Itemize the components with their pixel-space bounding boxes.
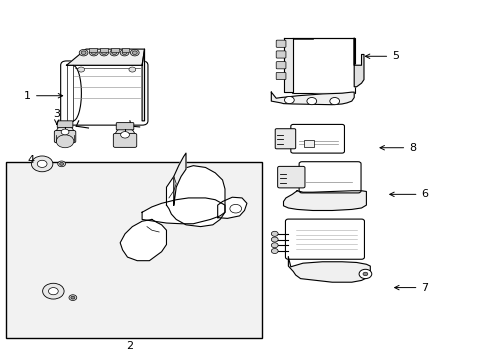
Circle shape (71, 296, 75, 299)
FancyBboxPatch shape (290, 125, 344, 153)
Circle shape (56, 135, 74, 148)
FancyBboxPatch shape (116, 123, 134, 130)
Circle shape (78, 67, 84, 72)
Circle shape (60, 162, 63, 165)
Circle shape (358, 269, 371, 279)
FancyBboxPatch shape (277, 166, 305, 188)
FancyBboxPatch shape (276, 51, 285, 58)
Circle shape (306, 98, 316, 105)
Circle shape (69, 295, 77, 301)
Circle shape (79, 49, 88, 56)
FancyBboxPatch shape (299, 162, 360, 193)
Text: 5: 5 (365, 51, 398, 61)
Circle shape (284, 96, 294, 104)
FancyBboxPatch shape (89, 48, 97, 52)
FancyBboxPatch shape (276, 72, 285, 80)
FancyBboxPatch shape (113, 134, 137, 147)
FancyBboxPatch shape (100, 48, 108, 52)
Text: 7: 7 (394, 283, 427, 293)
Text: 2: 2 (126, 341, 133, 351)
Circle shape (42, 283, 64, 299)
Circle shape (102, 51, 106, 54)
Polygon shape (283, 191, 366, 211)
FancyBboxPatch shape (57, 121, 73, 128)
FancyBboxPatch shape (276, 40, 285, 47)
FancyBboxPatch shape (303, 140, 314, 147)
FancyBboxPatch shape (292, 38, 354, 93)
Circle shape (132, 51, 137, 54)
Circle shape (362, 272, 367, 276)
Circle shape (58, 161, 65, 167)
Bar (5, 162, 261, 338)
Circle shape (271, 231, 278, 236)
Circle shape (130, 49, 139, 56)
Circle shape (110, 49, 119, 56)
Polygon shape (271, 92, 353, 105)
Circle shape (37, 160, 47, 167)
Text: 1: 1 (24, 91, 62, 101)
Circle shape (81, 51, 86, 54)
Text: 4: 4 (27, 155, 35, 165)
Circle shape (115, 128, 135, 142)
Circle shape (271, 248, 278, 253)
Polygon shape (142, 49, 144, 121)
Text: 6: 6 (389, 189, 427, 199)
Circle shape (48, 288, 58, 295)
Circle shape (61, 129, 69, 135)
Circle shape (329, 98, 339, 105)
Polygon shape (288, 257, 369, 282)
Polygon shape (142, 198, 224, 224)
Polygon shape (353, 39, 363, 87)
FancyBboxPatch shape (285, 219, 364, 259)
Polygon shape (217, 197, 246, 219)
Circle shape (229, 204, 241, 213)
Circle shape (129, 67, 136, 72)
Circle shape (120, 49, 129, 56)
Circle shape (121, 132, 129, 138)
FancyBboxPatch shape (111, 48, 119, 52)
FancyBboxPatch shape (275, 129, 295, 149)
Circle shape (56, 126, 74, 138)
Circle shape (112, 51, 117, 54)
Circle shape (31, 156, 53, 172)
FancyBboxPatch shape (276, 62, 285, 69)
Circle shape (100, 49, 108, 56)
Polygon shape (166, 166, 224, 226)
Circle shape (122, 51, 127, 54)
Circle shape (89, 49, 98, 56)
Circle shape (271, 237, 278, 242)
Text: 8: 8 (379, 143, 415, 153)
Polygon shape (66, 49, 144, 65)
Polygon shape (120, 220, 166, 261)
Text: 3: 3 (53, 109, 60, 125)
FancyBboxPatch shape (61, 61, 148, 125)
FancyBboxPatch shape (122, 48, 129, 52)
Circle shape (91, 51, 96, 54)
Circle shape (271, 243, 278, 248)
Polygon shape (283, 39, 293, 92)
FancyBboxPatch shape (54, 131, 76, 143)
Polygon shape (66, 65, 73, 121)
Polygon shape (173, 153, 185, 205)
